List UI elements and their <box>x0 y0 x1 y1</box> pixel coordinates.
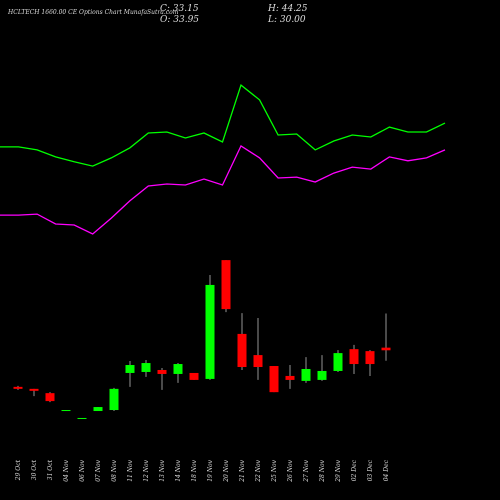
x-tick-label: 27 Nov <box>303 459 310 482</box>
candle-body <box>221 260 231 310</box>
x-tick-label: 20 Nov <box>223 459 230 482</box>
candle-body <box>285 375 295 380</box>
candle-body <box>61 410 71 412</box>
x-tick-label: 31 Oct <box>47 459 54 480</box>
info-high: H: 44.25 <box>267 4 308 14</box>
x-tick-label: 14 Nov <box>175 459 182 481</box>
x-tick-label: 26 Nov <box>287 459 294 482</box>
x-tick-label: 13 Nov <box>159 459 166 481</box>
candle-body <box>157 369 167 374</box>
candle-body <box>301 368 311 381</box>
candle-body <box>253 355 263 368</box>
candle-body <box>93 407 103 412</box>
x-tick-label: 04 Nov <box>63 459 70 481</box>
candle-body <box>141 363 151 372</box>
candle-body <box>349 349 359 365</box>
candle-body <box>173 364 183 374</box>
candle-body <box>109 388 119 411</box>
info-open: O: 33.95 <box>160 15 199 25</box>
x-tick-label: 11 Nov <box>127 459 134 481</box>
x-tick-label: 30 Oct <box>31 459 38 480</box>
candle-body <box>333 353 343 371</box>
x-tick-label: 04 Dec <box>383 459 390 481</box>
x-tick-label: 21 Nov <box>239 459 246 482</box>
x-tick-label: 25 Nov <box>271 459 278 482</box>
x-tick-label: 06 Nov <box>79 459 86 481</box>
candle-body <box>365 351 375 365</box>
indicator-line <box>0 84 446 167</box>
x-tick-label: 28 Nov <box>319 459 326 482</box>
x-tick-label: 18 Nov <box>191 459 198 481</box>
candle-body <box>237 333 247 368</box>
candle-body <box>45 393 55 402</box>
indicator-line <box>0 144 446 235</box>
candle-body <box>29 388 39 391</box>
candle-body <box>13 386 23 389</box>
candle-body <box>189 372 199 380</box>
x-tick-label: 22 Nov <box>255 459 262 482</box>
candle-body <box>205 284 215 379</box>
candle-body <box>77 417 87 419</box>
x-tick-label: 07 Nov <box>95 459 102 481</box>
x-tick-label: 03 Dec <box>367 459 374 481</box>
candle-body <box>381 347 391 351</box>
chart-title: HCLTECH 1660.00 CE Options Chart MunafaS… <box>7 9 179 16</box>
info-close: C: 33.15 <box>160 4 199 14</box>
candle-body <box>125 365 135 373</box>
x-tick-label: 19 Nov <box>207 459 214 481</box>
candle-body <box>269 366 279 393</box>
candle-body <box>317 370 327 380</box>
x-tick-label: 02 Dec <box>351 459 358 481</box>
x-tick-label: 29 Nov <box>335 459 342 482</box>
info-low: L: 30.00 <box>267 15 306 25</box>
x-tick-label: 29 Oct <box>15 459 22 481</box>
x-tick-label: 12 Nov <box>143 459 150 481</box>
x-tick-label: 08 Nov <box>111 459 118 481</box>
